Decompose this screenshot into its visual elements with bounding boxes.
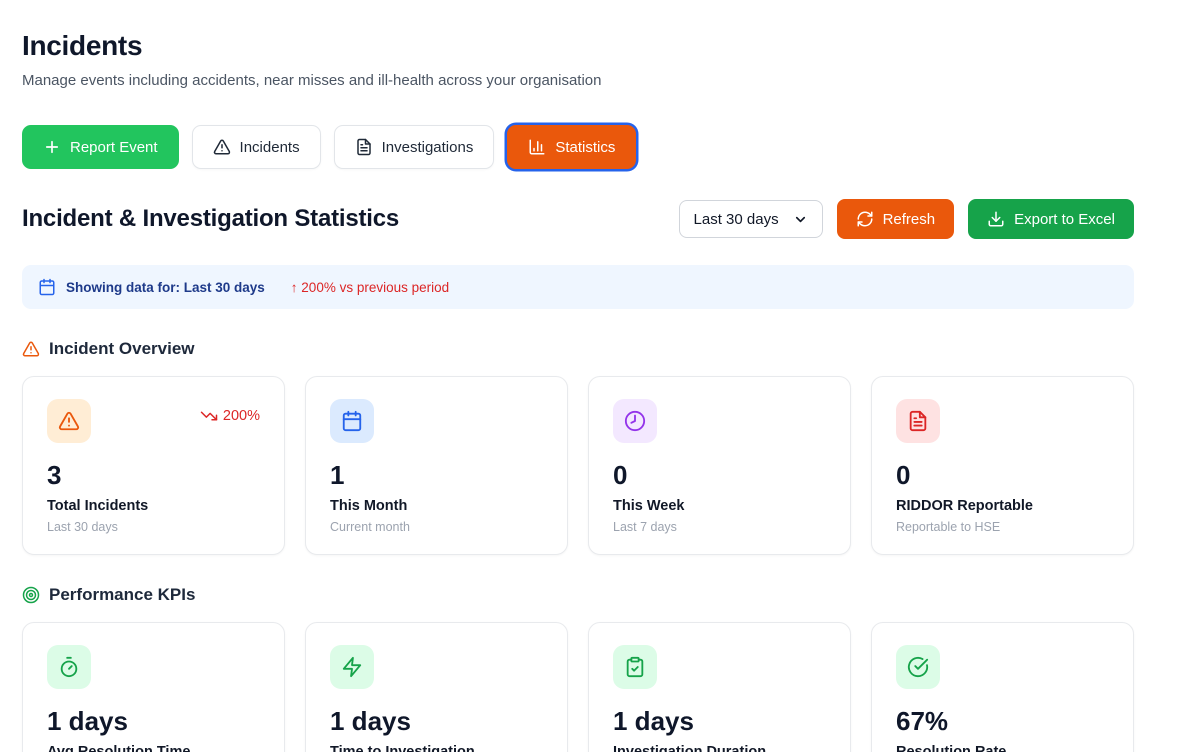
investigations-tab-label: Investigations <box>381 138 474 156</box>
statistics-tab-button[interactable]: Statistics <box>507 125 637 169</box>
trend-value: 200% <box>222 408 260 424</box>
this-week-card: 0 This Week Last 7 days <box>588 376 851 555</box>
page-subtitle: Manage events including accidents, near … <box>22 72 602 89</box>
incident-overview-grid: 200% 3 Total Incidents Last 30 days 1 Th… <box>22 376 1134 555</box>
section-title: Performance KPIs <box>49 584 196 604</box>
stat-value: 3 <box>47 460 62 490</box>
stat-sublabel: Last 30 days <box>47 519 118 534</box>
banner-trend-text: ↑ 200% vs previous period <box>290 279 450 295</box>
kpi-label: Resolution Rate <box>896 743 1007 752</box>
total-incidents-card: 200% 3 Total Incidents Last 30 days <box>22 376 285 555</box>
export-label: Export to Excel <box>1014 210 1115 228</box>
refresh-label: Refresh <box>882 210 936 228</box>
kpi-value: 1 days <box>613 705 694 736</box>
resolution-rate-card: 67% Resolution Rate Incidents successful… <box>871 621 1134 752</box>
download-icon <box>987 210 1005 228</box>
period-select[interactable]: Last 30 days <box>678 200 823 238</box>
stat-label: This Week <box>613 497 685 514</box>
kpi-value: 67% <box>896 705 949 736</box>
kpi-label: Investigation Duration <box>613 743 767 752</box>
investigations-tab-button[interactable]: Investigations <box>333 125 495 169</box>
statistics-tab-label: Statistics <box>555 138 616 156</box>
stat-sublabel: Last 7 days <box>613 519 677 534</box>
investigation-duration-card: 1 days Investigation Duration Within tar… <box>588 621 851 752</box>
kpi-value: 1 days <box>330 705 411 736</box>
clipboard-check-icon <box>613 644 657 689</box>
file-text-icon <box>896 399 940 443</box>
stats-controls: Last 30 days Refresh Export to Excel <box>678 199 1134 239</box>
calendar-icon <box>38 278 56 296</box>
stat-label: RIDDOR Reportable <box>896 497 1033 514</box>
stat-value: 1 <box>330 460 345 490</box>
riddor-reportable-card: 0 RIDDOR Reportable Reportable to HSE <box>871 376 1134 555</box>
kpi-label: Avg Resolution Time <box>47 743 191 752</box>
report-event-label: Report Event <box>70 138 158 156</box>
page-title: Incidents <box>22 30 143 61</box>
time-to-investigation-card: 1 days Time to Investigation Within targ… <box>305 621 568 752</box>
bar-chart-icon <box>528 138 546 156</box>
export-to-excel-button[interactable]: Export to Excel <box>968 199 1134 239</box>
stats-title: Incident & Investigation Statistics <box>22 205 400 232</box>
avg-resolution-time-card: 1 days Avg Resolution Time Within target <box>22 621 285 752</box>
stat-label: This Month <box>330 497 408 514</box>
period-banner: Showing data for: Last 30 days ↑ 200% vs… <box>22 265 1134 309</box>
stat-sublabel: Reportable to HSE <box>896 519 1001 534</box>
incidents-tab-button[interactable]: Incidents <box>191 125 321 169</box>
timer-icon <box>47 644 91 689</box>
stat-value: 0 <box>613 460 628 490</box>
performance-kpis-header: Performance KPIs <box>22 585 1134 605</box>
report-event-button[interactable]: Report Event <box>22 125 179 169</box>
plus-icon <box>43 138 61 156</box>
stats-header: Incident & Investigation Statistics Last… <box>22 199 1134 239</box>
trending-down-icon <box>200 407 218 425</box>
zap-icon <box>330 644 374 689</box>
alert-triangle-icon <box>213 138 231 156</box>
incident-overview-header: Incident Overview <box>22 339 1134 359</box>
stat-sublabel: Current month <box>330 519 410 534</box>
section-title: Incident Overview <box>49 339 195 358</box>
banner-showing-text: Showing data for: Last 30 days <box>66 279 265 295</box>
refresh-button[interactable]: Refresh <box>836 199 955 239</box>
stat-value: 0 <box>896 460 911 490</box>
clock-icon <box>613 399 657 443</box>
performance-kpis-grid: 1 days Avg Resolution Time Within target… <box>22 621 1134 752</box>
calendar-icon <box>330 399 374 443</box>
file-text-icon <box>355 138 373 156</box>
period-select-value: Last 30 days <box>693 210 779 228</box>
check-circle-icon <box>896 644 940 689</box>
kpi-label: Time to Investigation <box>330 743 475 752</box>
target-icon <box>22 586 40 604</box>
trend-badge: 200% <box>200 407 260 425</box>
alert-triangle-icon <box>47 399 91 443</box>
chevron-down-icon <box>793 212 808 227</box>
refresh-icon <box>856 210 874 228</box>
alert-triangle-icon <box>22 340 40 358</box>
incidents-tab-label: Incidents <box>239 138 300 156</box>
toolbar: Report Event Incidents Investigations St… <box>22 125 1134 169</box>
kpi-value: 1 days <box>47 705 128 736</box>
stat-label: Total Incidents <box>47 497 149 514</box>
this-month-card: 1 This Month Current month <box>305 376 568 555</box>
